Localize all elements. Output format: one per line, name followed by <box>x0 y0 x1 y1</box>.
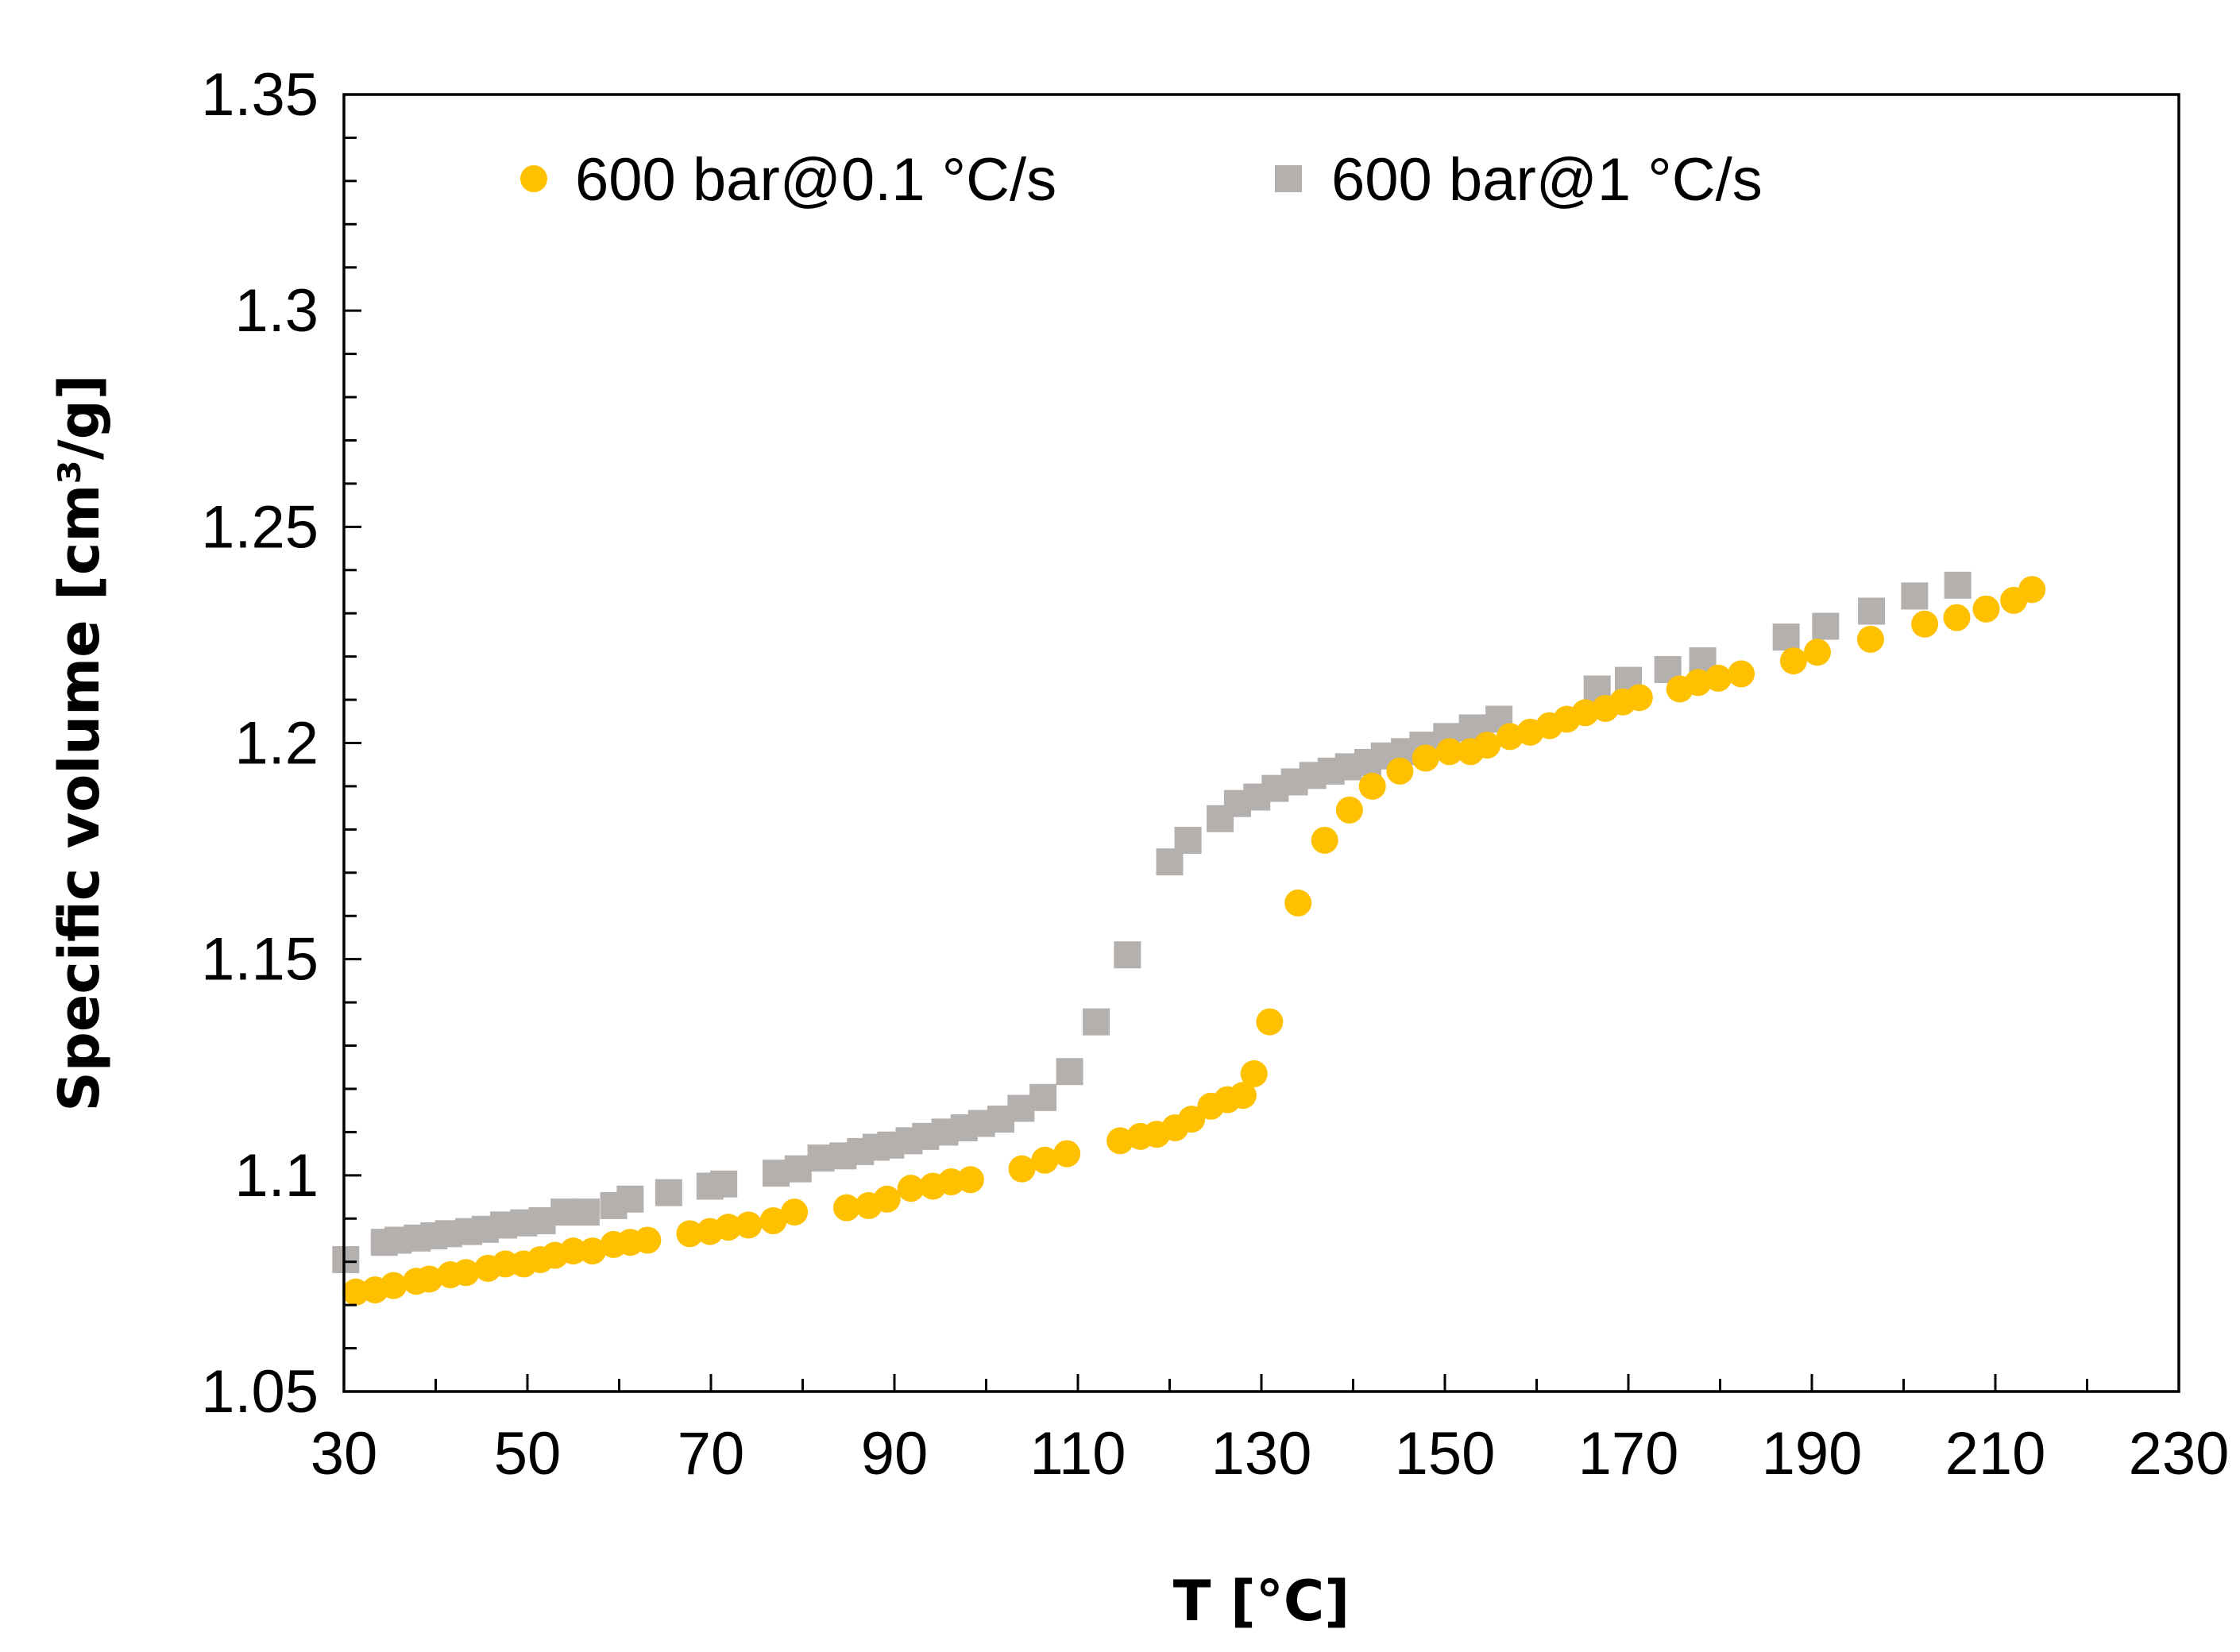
data-point-circle <box>559 1237 587 1265</box>
data-point-square <box>1812 612 1840 640</box>
y-tick-label: 1.1 <box>234 1142 319 1210</box>
data-point-circle <box>1311 826 1338 854</box>
data-point-circle <box>380 1272 407 1299</box>
legend: 600 bar@0.1 °C/s 600 bar@1 °C/s <box>520 146 1763 214</box>
data-point-square <box>1772 623 1800 651</box>
data-point-circle <box>1571 699 1599 727</box>
x-tick-label: 70 <box>678 1420 745 1488</box>
y-tick-label: 1.25 <box>201 493 319 561</box>
x-tick-label: 170 <box>1578 1420 1679 1488</box>
data-point-square <box>784 1155 812 1183</box>
data-point-circle <box>1335 796 1363 824</box>
data-point-circle <box>1008 1155 1036 1183</box>
data-point-square <box>1858 597 1886 625</box>
data-point-circle <box>714 1214 742 1241</box>
data-point-circle <box>1229 1082 1257 1110</box>
data-point-circle <box>1856 625 1884 653</box>
y-tick-label: 1.3 <box>234 277 319 345</box>
data-point-circle <box>2018 576 2046 604</box>
data-point-circle <box>897 1175 925 1202</box>
legend-label-0.1-cs: 600 bar@0.1 °C/s <box>575 146 1056 214</box>
y-tick-label: 1.15 <box>201 926 319 994</box>
x-axis-title: T [°C] <box>1173 1569 1350 1634</box>
data-point-circle <box>781 1198 809 1226</box>
data-point-square <box>1114 941 1141 969</box>
data-point-square <box>1029 1083 1057 1111</box>
y-axis-tick-labels: 1.05 1.1 1.15 1.2 1.25 1.3 1.35 <box>201 61 319 1426</box>
y-tick-label: 1.35 <box>201 61 319 129</box>
x-tick-label: 190 <box>1762 1420 1863 1488</box>
data-point-circle <box>634 1226 662 1254</box>
data-point-circle <box>1803 639 1831 666</box>
data-point-circle <box>1256 1008 1284 1036</box>
data-point-circle <box>956 1166 984 1194</box>
x-axis-tick-labels: 30 50 70 90 110 130 150 170 190 210 230 <box>311 1420 2230 1488</box>
y-axis-title: Specific volume [cm³/g] <box>47 374 112 1111</box>
data-point-square <box>332 1245 360 1273</box>
data-point-circle <box>415 1265 443 1293</box>
legend-marker-square <box>1275 165 1302 192</box>
data-point-circle <box>1911 610 1939 638</box>
x-tick-label: 130 <box>1211 1420 1312 1488</box>
data-point-circle <box>759 1206 787 1234</box>
data-point-circle <box>832 1194 860 1222</box>
data-point-circle <box>735 1211 763 1239</box>
x-tick-label: 90 <box>861 1420 929 1488</box>
data-point-circle <box>1106 1127 1134 1155</box>
x-tick-label: 210 <box>1945 1420 2046 1488</box>
data-point-circle <box>1240 1060 1268 1087</box>
legend-marker-circle <box>520 165 547 192</box>
data-point-circle <box>1031 1146 1059 1174</box>
data-point-circle <box>1412 744 1439 772</box>
data-point-circle <box>1972 595 2000 623</box>
data-point-square <box>616 1185 644 1213</box>
data-point-circle <box>1684 669 1712 697</box>
data-point-circle <box>1053 1140 1081 1168</box>
data-point-square <box>1056 1058 1083 1086</box>
y-tick-label: 1.2 <box>234 710 319 778</box>
data-point-circle <box>1386 757 1414 785</box>
data-point-circle <box>1497 723 1524 751</box>
data-point-circle <box>873 1185 901 1213</box>
data-point-circle <box>1178 1106 1206 1133</box>
x-tick-label: 30 <box>311 1420 378 1488</box>
x-tick-label: 110 <box>1029 1420 1126 1488</box>
data-point-square <box>1944 571 1972 599</box>
data-point-square <box>710 1170 738 1198</box>
data-point-circle <box>1435 738 1463 766</box>
data-point-square <box>655 1179 682 1206</box>
axis-ticks <box>342 93 2180 1393</box>
plot-markers <box>332 571 2046 1306</box>
data-point-circle <box>452 1259 480 1287</box>
data-point-square <box>1083 1008 1110 1036</box>
data-point-circle <box>1284 889 1312 917</box>
data-point-circle <box>1473 731 1501 759</box>
data-point-circle <box>1705 664 1732 692</box>
data-point-circle <box>1779 647 1807 675</box>
data-point-circle <box>676 1220 704 1248</box>
data-point-circle <box>1943 604 1971 631</box>
legend-label-1-cs: 600 bar@1 °C/s <box>1331 146 1763 214</box>
data-point-square <box>1901 582 1929 610</box>
data-point-square <box>572 1198 600 1226</box>
data-point-square <box>1174 826 1202 854</box>
data-point-circle <box>1358 772 1386 800</box>
x-tick-label: 50 <box>494 1420 562 1488</box>
data-point-circle <box>1728 660 1755 688</box>
x-tick-label: 230 <box>2129 1420 2230 1488</box>
data-point-circle <box>579 1237 607 1265</box>
data-point-circle <box>1625 684 1653 712</box>
x-tick-label: 150 <box>1395 1420 1496 1488</box>
y-tick-label: 1.05 <box>201 1358 319 1426</box>
